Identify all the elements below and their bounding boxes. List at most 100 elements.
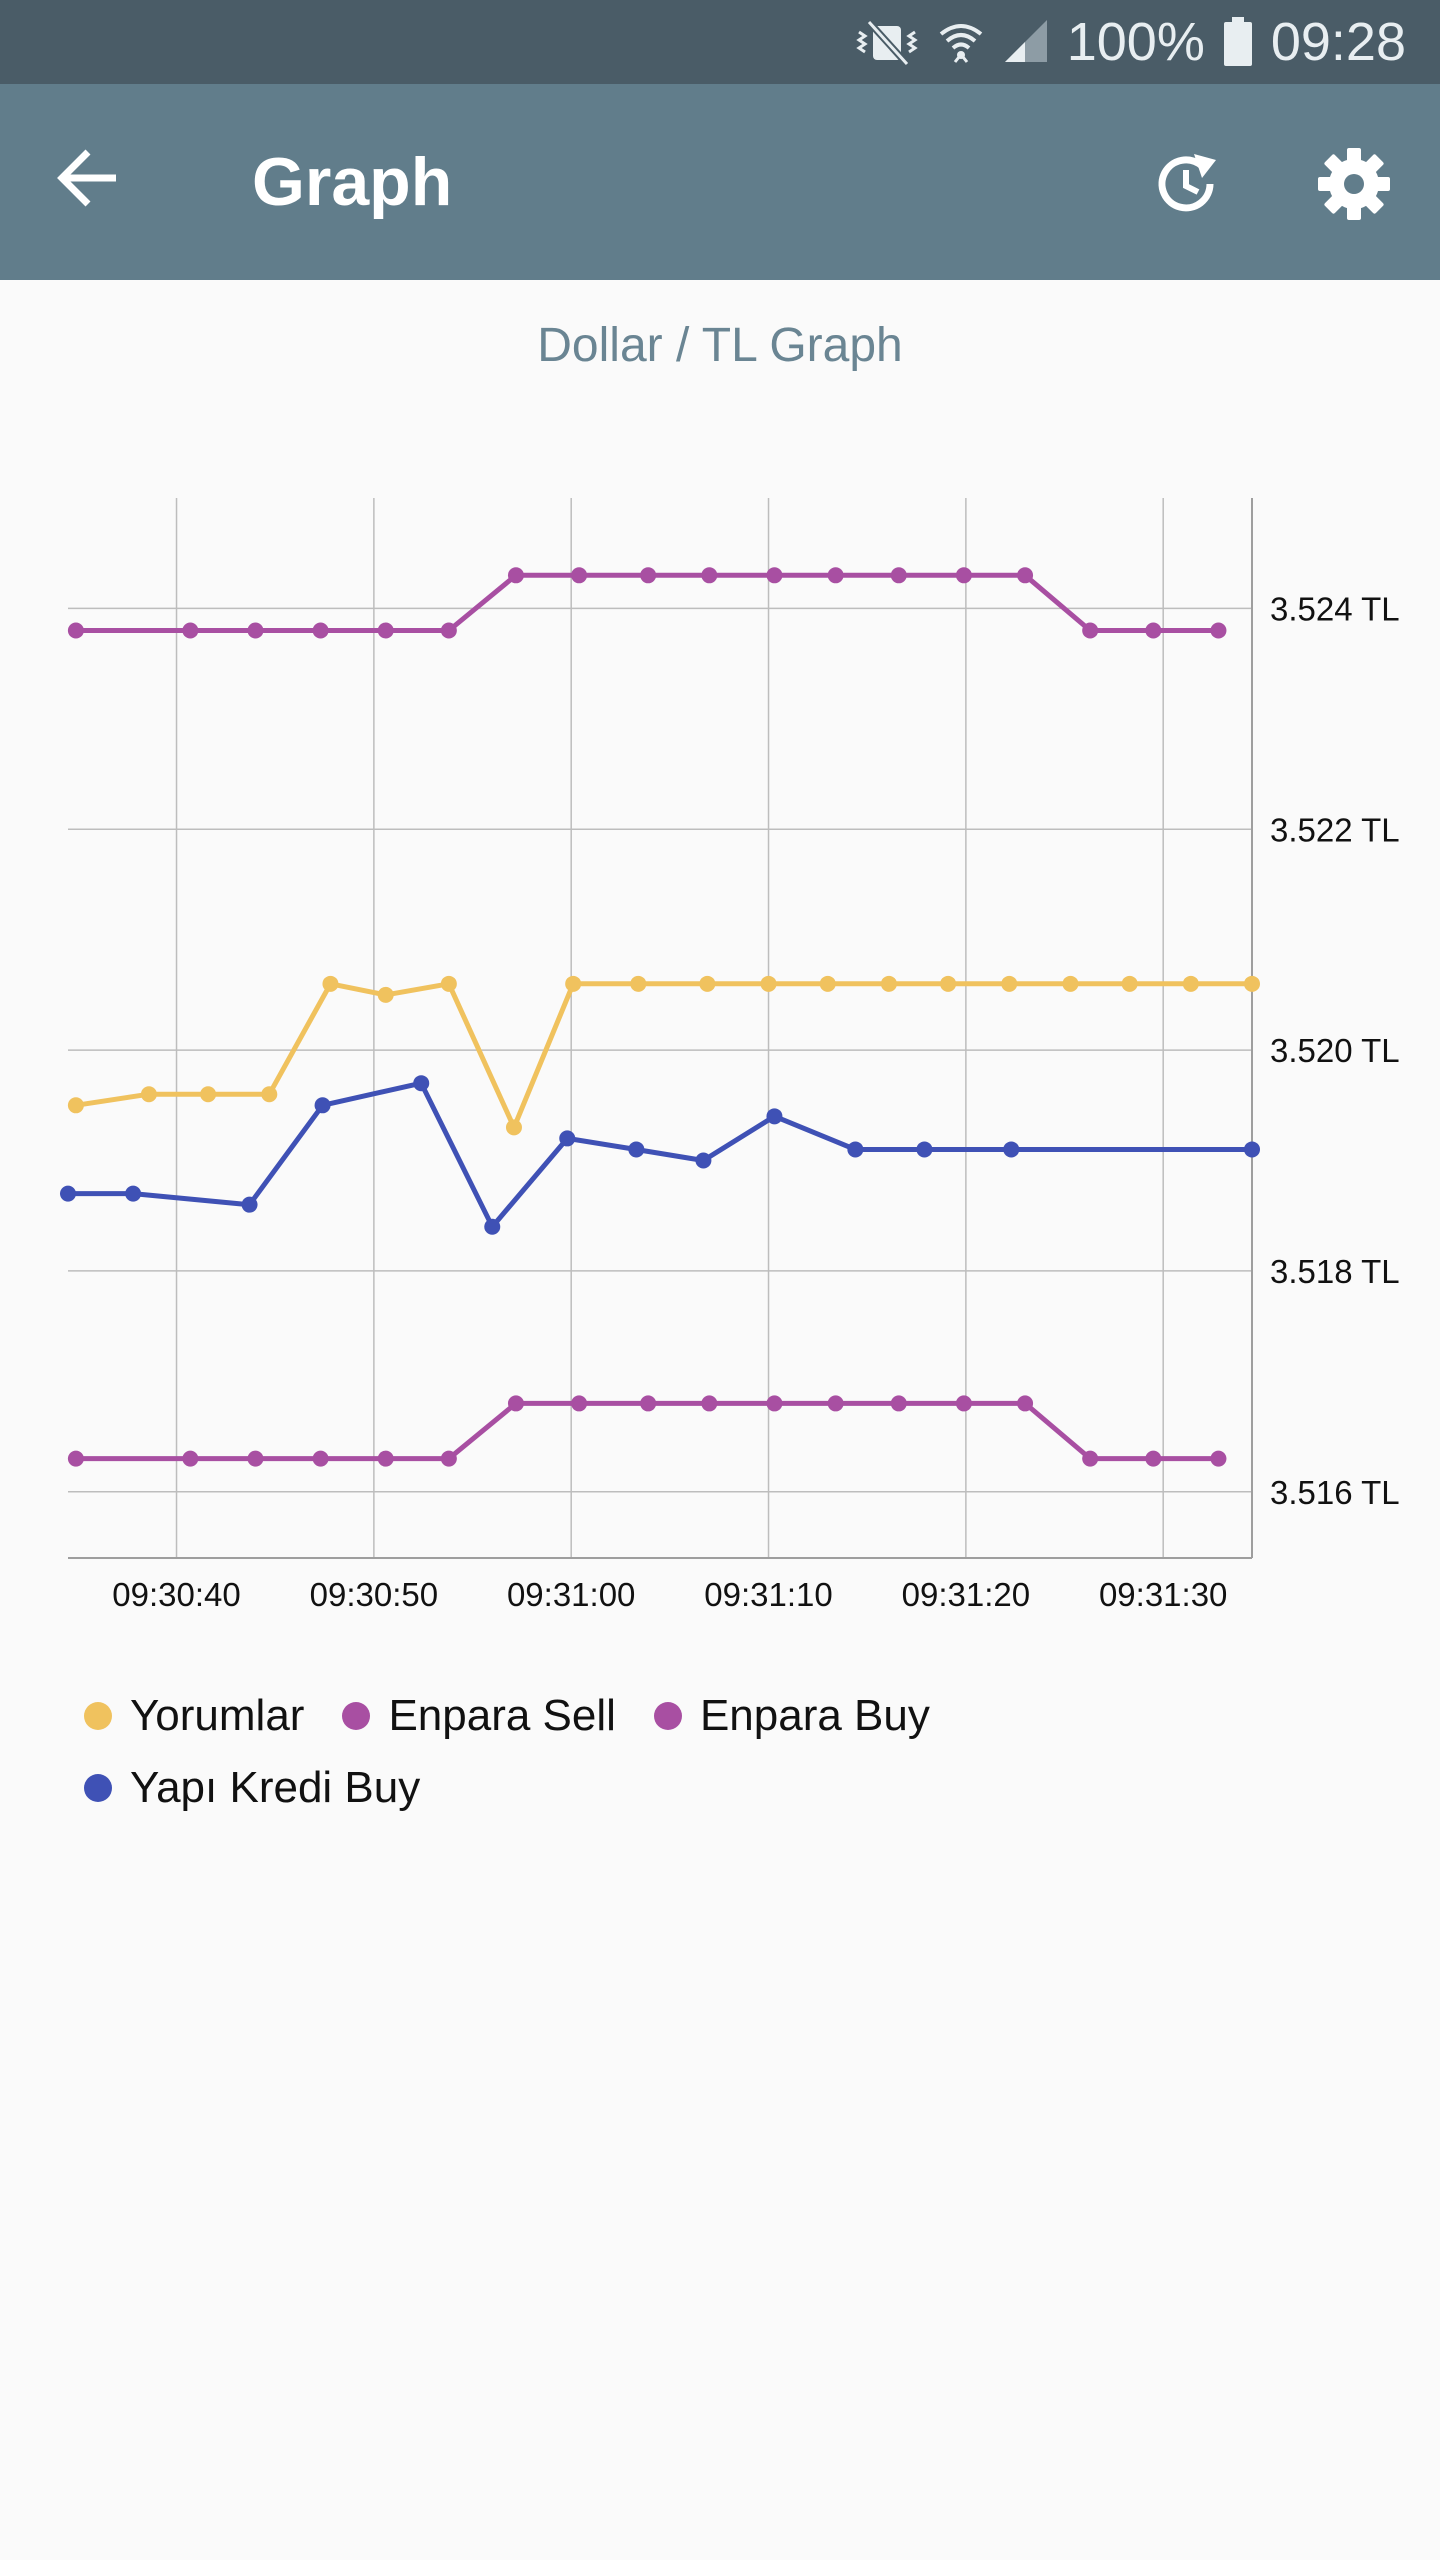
history-refresh-button[interactable] [1140,138,1236,234]
data-point [847,1141,864,1158]
data-point [916,1141,933,1158]
data-point [247,622,264,639]
y-tick-label: 3.516 TL [1270,1474,1400,1511]
series-line [75,572,1219,633]
data-point [1145,1450,1162,1467]
legend-color-dot [342,1702,371,1730]
arrow-back-icon [56,146,120,215]
data-point [571,567,588,584]
vibrate-mute-icon [855,18,919,66]
legend-label: Yorumlar [130,1691,305,1740]
series-line [75,1400,1219,1462]
data-point [701,567,718,584]
x-tick-label: 09:31:10 [704,1576,832,1613]
data-point [200,1086,217,1103]
data-point [766,1395,783,1412]
data-point [413,1075,430,1092]
x-tick-label: 09:30:40 [112,1576,240,1613]
data-point [1210,1450,1227,1467]
data-point [1244,975,1260,992]
data-point [322,975,339,992]
legend-item: Yorumlar [84,1691,304,1741]
y-tick-label: 3.518 TL [1270,1253,1400,1290]
app-bar: Graph [0,84,1440,280]
series-line [68,1080,1252,1230]
data-point [67,622,84,639]
data-point [1210,622,1227,639]
data-point [261,1086,278,1103]
data-point [507,567,524,584]
legend-item: Yapı Kredi Buy [84,1763,420,1813]
data-point [701,1395,718,1412]
data-point [571,1395,588,1412]
data-point [1062,975,1079,992]
x-tick-label: 09:31:00 [507,1576,635,1613]
data-point [60,1185,76,1202]
back-button[interactable] [44,136,132,224]
data-point [67,1450,84,1467]
y-tick-label: 3.522 TL [1270,811,1400,848]
data-point [640,1395,657,1412]
data-point [1017,567,1034,584]
data-point [140,1086,157,1103]
data-point [241,1196,258,1213]
clock: 09:28 [1270,12,1406,72]
data-point [890,1395,907,1412]
data-point [827,567,844,584]
settings-gear-icon [1316,146,1392,227]
signal-icon [1003,18,1049,66]
data-point [955,567,972,584]
settings-button[interactable] [1306,138,1402,234]
data-point [1145,622,1162,639]
data-point [182,622,199,639]
data-point [484,1218,501,1235]
data-point [890,567,907,584]
data-point [766,1108,783,1125]
legend-label: Enpara Buy [699,1691,930,1740]
data-point [628,1141,645,1158]
legend-color-dot [84,1774,112,1802]
data-point [1082,622,1099,639]
data-point [827,1395,844,1412]
data-point [507,1395,524,1412]
y-tick-label: 3.524 TL [1270,590,1400,627]
data-point [247,1450,264,1467]
data-point [440,975,457,992]
legend-color-dot [653,1702,682,1730]
data-point [559,1130,576,1147]
data-point [1244,1141,1260,1158]
data-point [819,975,836,992]
data-point [1017,1395,1034,1412]
data-point [377,1450,394,1467]
history-refresh-icon [1152,148,1224,225]
battery-percent: 100% [1066,12,1205,72]
data-point [505,1119,522,1136]
series-line [75,981,1252,1130]
legend-color-dot [84,1702,112,1730]
data-point [440,1450,457,1467]
data-point [312,1450,329,1467]
data-point [312,622,329,639]
data-point [760,975,777,992]
battery-icon [1223,17,1253,67]
data-point [1003,1141,1020,1158]
data-point [182,1450,199,1467]
data-point [377,622,394,639]
legend-label: Enpara Sell [388,1691,616,1740]
chart-title: Dollar / TL Graph [537,319,903,372]
data-point [440,622,457,639]
chart-legend: Yorumlar Enpara Sell Enpara Buy Yapı Kredi … [84,1680,1384,1824]
status-icons: 100% 09:28 [855,0,1406,84]
data-point [1001,975,1018,992]
data-point [630,975,647,992]
line-chart: 09:30:40 09:30:50 09:31:00 09:31:10 09:31:20… [60,498,1400,1613]
data-point [940,975,957,992]
x-tick-label: 09:31:30 [1099,1576,1227,1613]
page-title: Graph [252,144,453,220]
data-point [125,1185,142,1202]
data-point [314,1097,331,1114]
legend-item: Enpara Buy [653,1691,930,1741]
data-point [695,1152,712,1169]
y-tick-label: 3.520 TL [1270,1032,1400,1069]
legend-row: Yorumlar Enpara Sell Enpara Buy [84,1680,1384,1752]
